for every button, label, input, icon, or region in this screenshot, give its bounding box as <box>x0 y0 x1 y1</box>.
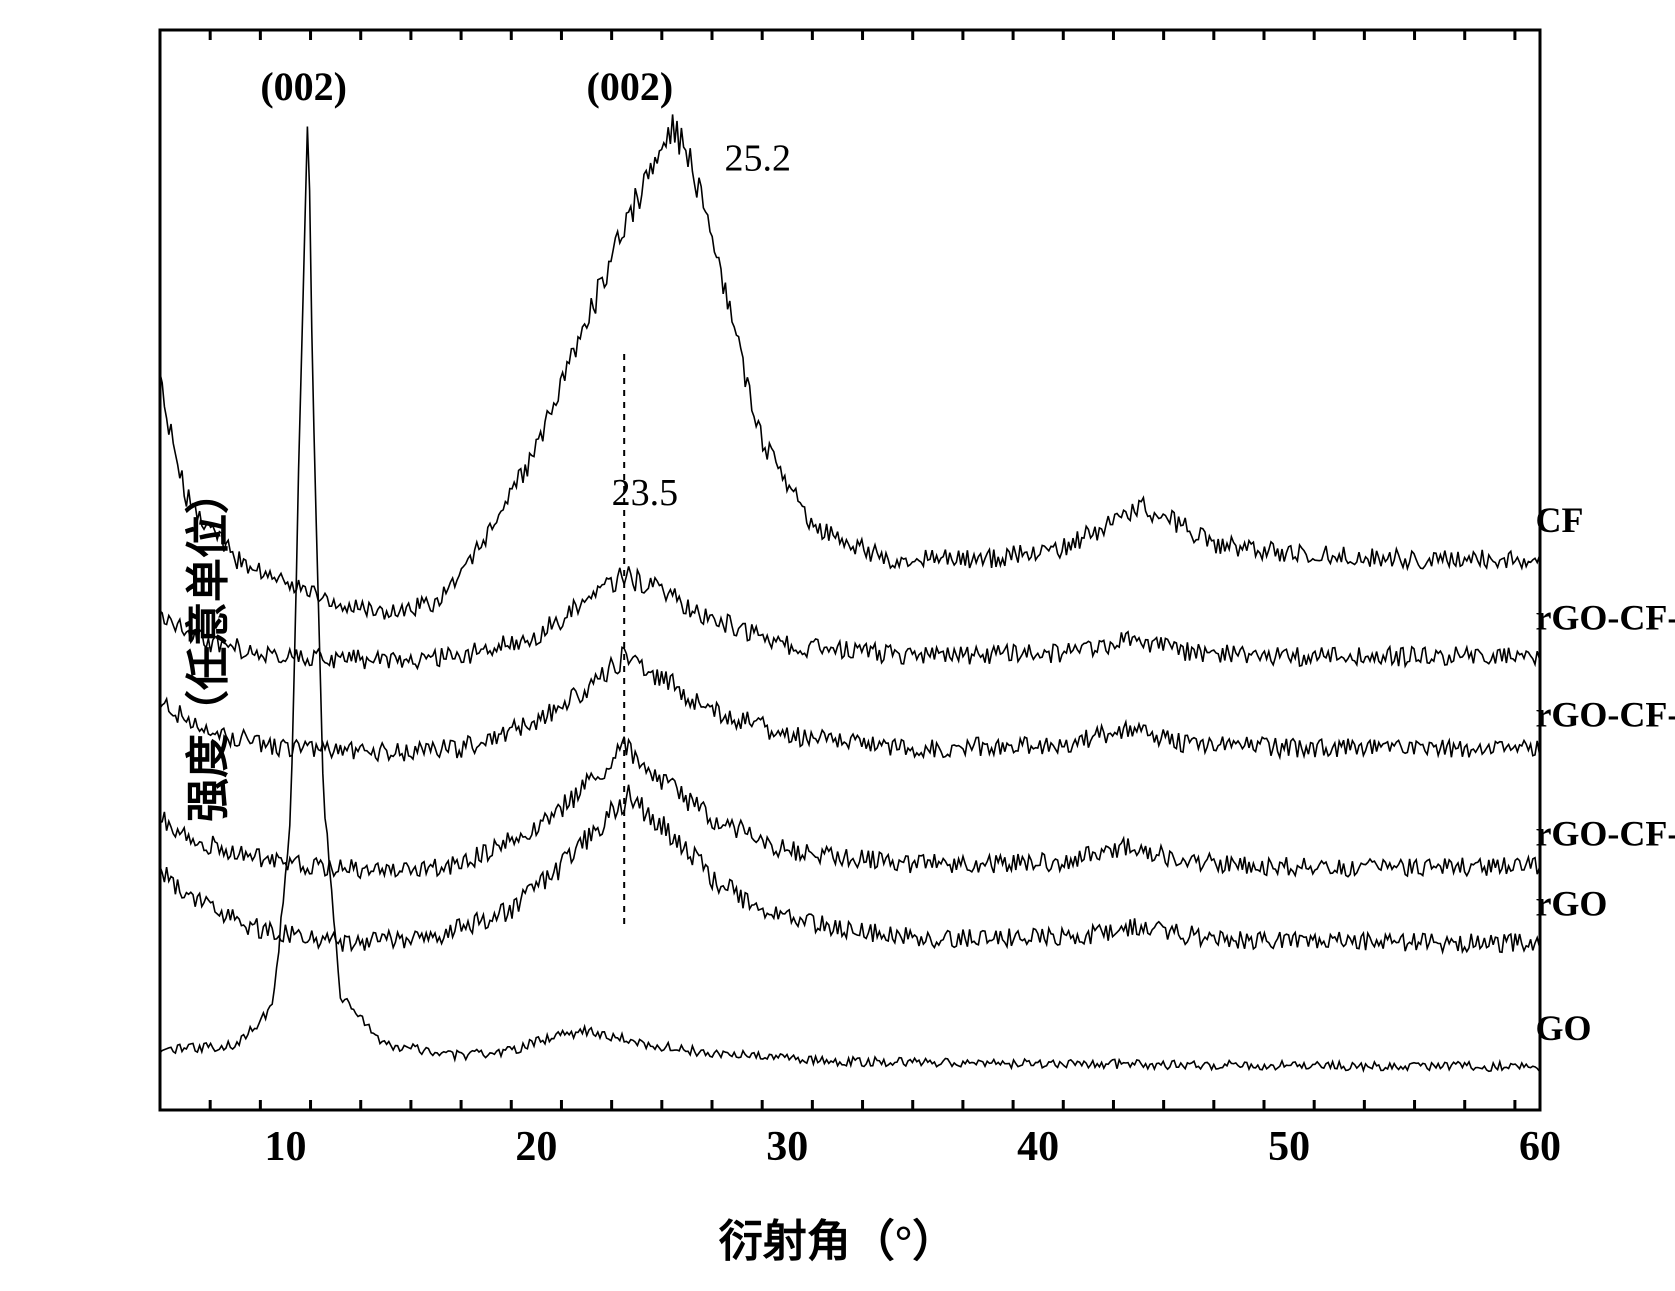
series-label: CF <box>1535 500 1583 540</box>
series-label: rGO-CF-2 <box>1535 695 1675 735</box>
svg-text:10: 10 <box>264 1124 306 1170</box>
xrd-chart: 10 20 30 40 50 60 (002) (002) 25.2 23.5 CF rGO-CF-3… <box>0 0 1675 1291</box>
trace-rGO-CF-1 <box>160 737 1539 878</box>
series-label: rGO <box>1535 884 1607 924</box>
chart-svg: 10 20 30 40 50 60 (002) (002) 25.2 23.5 CF rGO-CF-3… <box>0 0 1675 1291</box>
svg-text:20: 20 <box>515 1124 557 1170</box>
annotation: (002) <box>260 64 347 109</box>
svg-text:50: 50 <box>1268 1124 1310 1170</box>
trace-rGO-CF-2 <box>160 647 1539 761</box>
annotation: 23.5 <box>612 472 679 514</box>
series-label: GO <box>1535 1008 1591 1048</box>
svg-text:60: 60 <box>1519 1124 1561 1170</box>
x-axis-label: 衍射角（°） <box>719 1205 957 1269</box>
trace-GO <box>160 127 1539 1072</box>
annotation: 25.2 <box>725 137 792 179</box>
y-axis-label: 强度（任意单位） <box>172 470 236 822</box>
svg-text:30: 30 <box>766 1124 808 1170</box>
annotation: (002) <box>587 64 674 109</box>
series-label: rGO-CF-3 <box>1535 597 1675 637</box>
trace-CF <box>160 114 1539 619</box>
series-label: rGO-CF-1 <box>1535 813 1675 853</box>
svg-text:40: 40 <box>1017 1124 1059 1170</box>
